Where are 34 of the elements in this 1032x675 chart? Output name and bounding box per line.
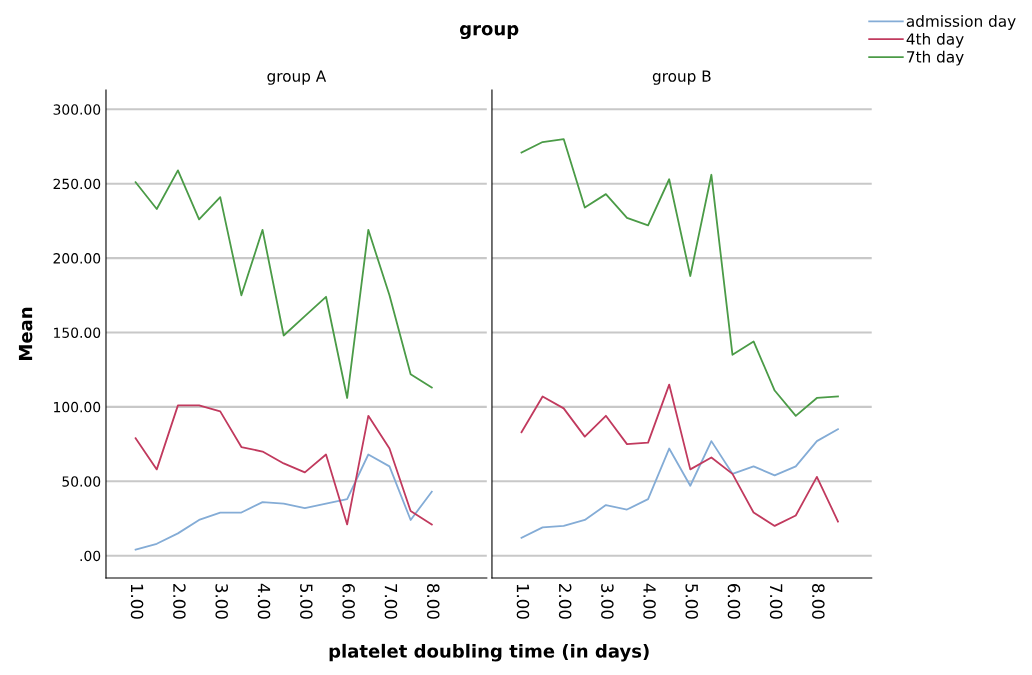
x-tick-label: 4.00 bbox=[643, 583, 656, 619]
y-tick-label: 250.00 bbox=[53, 178, 101, 190]
y-tick-label: 150.00 bbox=[54, 327, 101, 338]
chart-title: group A bbox=[267, 70, 327, 85]
x-tick-label: 5.00 bbox=[300, 584, 313, 619]
x-tick-label: 7.00 bbox=[384, 584, 398, 619]
x-tick-label: 4.00 bbox=[257, 583, 271, 619]
x-tick-label: 1.00 bbox=[516, 584, 530, 619]
x-tick-label: 7.00 bbox=[769, 584, 783, 619]
line-series bbox=[134, 453, 433, 551]
y-tick-label: 100.00 bbox=[54, 401, 101, 413]
x-tick-label: 8.00 bbox=[426, 583, 440, 619]
line-series bbox=[134, 404, 433, 526]
line-series bbox=[134, 169, 433, 399]
text: group bbox=[459, 25, 519, 40]
x-tick-label: 6.00 bbox=[342, 584, 355, 619]
legend-label: 4th day bbox=[906, 32, 964, 48]
x-tick-label: 5.00 bbox=[685, 584, 699, 619]
y-tick-label: 300.00 bbox=[53, 104, 101, 115]
x-tick-label: 6.00 bbox=[727, 584, 741, 619]
y-tick-label: 200.00 bbox=[53, 253, 101, 264]
chart-title: group B bbox=[652, 70, 711, 85]
x-tick-label: 2.00 bbox=[173, 584, 186, 619]
x-tick-label: 2.00 bbox=[558, 584, 572, 619]
x-tick-label: 1.00 bbox=[130, 584, 144, 619]
y-axis-title: Mean bbox=[18, 307, 33, 360]
x-axis-title: platelet doubling time (in days) bbox=[329, 643, 649, 662]
y-tick-label: 50.00 bbox=[62, 476, 101, 487]
x-tick-label: 3.00 bbox=[601, 584, 614, 619]
x-tick-label: 8.00 bbox=[812, 583, 825, 619]
legend-label: 7th day bbox=[907, 50, 964, 66]
y-tick-label: .00 bbox=[80, 550, 101, 562]
legend-label: admission day bbox=[906, 15, 1016, 30]
x-tick-label: 3.00 bbox=[215, 584, 228, 619]
